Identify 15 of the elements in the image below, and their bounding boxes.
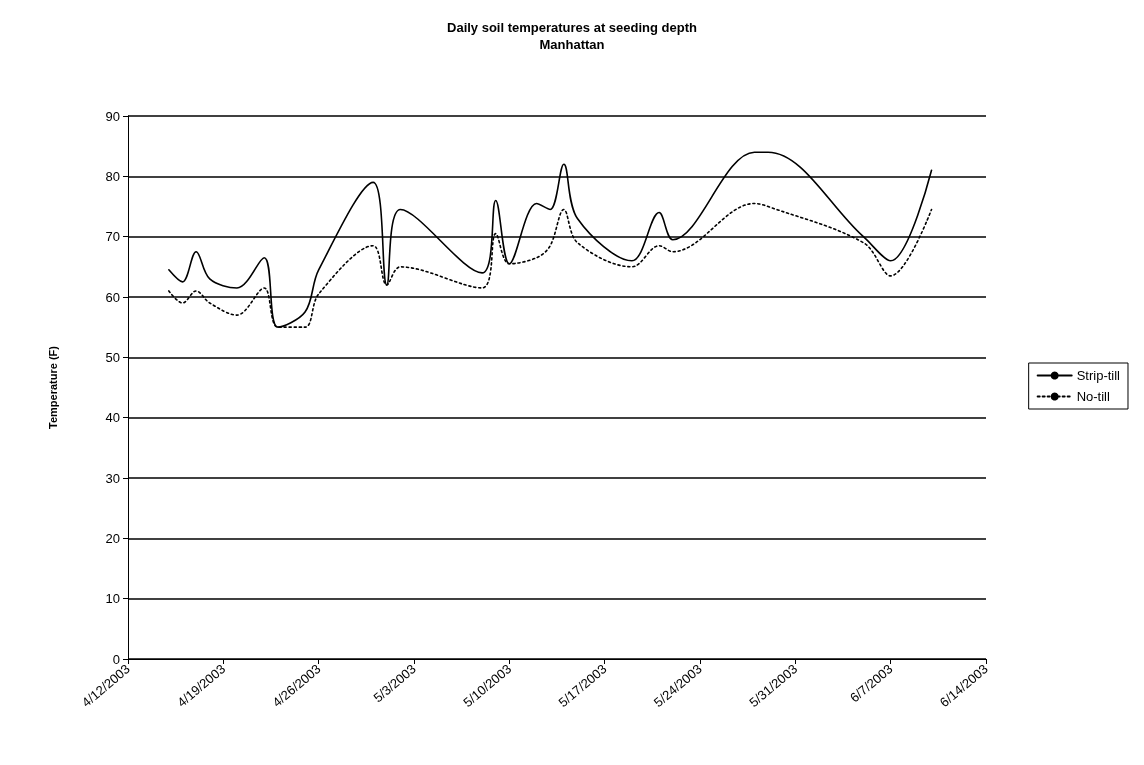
legend-label: Strip-till [1076,368,1121,383]
chart-title: Daily soil temperatures at seeding depth [447,20,698,35]
y-tick-label: 10 [105,591,120,607]
y-tick-label: 70 [105,229,120,245]
y-tick-label: 50 [105,349,120,365]
y-tick-label: 90 [105,108,120,124]
y-tick-label: 80 [105,168,120,184]
y-tick-label: 40 [105,410,120,426]
y-tick-label: 0 [112,651,120,667]
y-tick-label: 20 [105,530,120,546]
legend-label: No-till [1076,389,1110,404]
chart-subtitle: Manhattan [539,37,605,52]
y-axis-title: Temperature (F) [46,345,59,429]
y-tick-label: 60 [105,289,120,305]
y-tick-label: 30 [105,470,120,486]
